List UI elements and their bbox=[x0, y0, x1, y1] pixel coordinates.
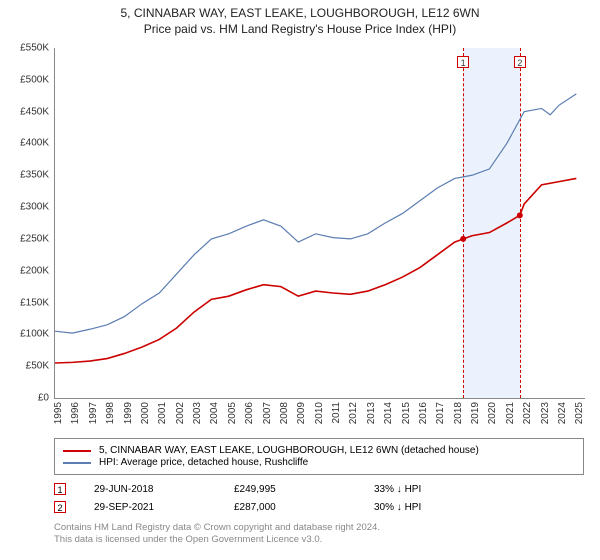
sales-row-marker: 1 bbox=[54, 483, 66, 495]
sale-dot bbox=[460, 236, 466, 242]
sales-table: 1 29-JUN-2018£249,99533% ↓ HPI 2 29-SEP-202… bbox=[54, 480, 584, 516]
x-tick-label: 2025 bbox=[574, 402, 585, 424]
x-tick-label: 2016 bbox=[418, 402, 429, 424]
footer-line-1: Contains HM Land Registry data © Crown c… bbox=[54, 522, 584, 534]
x-tick-label: 2006 bbox=[244, 402, 255, 424]
x-tick-label: 2024 bbox=[557, 402, 568, 424]
x-tick-label: 2009 bbox=[296, 402, 307, 424]
y-tick-label: £250K bbox=[20, 233, 49, 244]
y-tick-label: £450K bbox=[20, 106, 49, 117]
x-tick-label: 2012 bbox=[348, 402, 359, 424]
x-tick-label: 2010 bbox=[314, 402, 325, 424]
sales-row: 2 29-SEP-2021£287,00030% ↓ HPI bbox=[54, 498, 584, 516]
x-tick-label: 2020 bbox=[487, 402, 498, 424]
x-tick-label: 2021 bbox=[505, 402, 516, 424]
legend-label: HPI: Average price, detached house, Rush… bbox=[99, 457, 308, 468]
x-tick-label: 2017 bbox=[435, 402, 446, 424]
sales-date: 29-SEP-2021 bbox=[94, 502, 234, 513]
legend-item: HPI: Average price, detached house, Rush… bbox=[63, 457, 575, 468]
x-tick-label: 1996 bbox=[70, 402, 81, 424]
y-tick-label: £500K bbox=[20, 74, 49, 85]
x-tick-label: 2014 bbox=[383, 402, 394, 424]
footer-text: Contains HM Land Registry data © Crown c… bbox=[54, 522, 584, 547]
x-tick-label: 1998 bbox=[105, 402, 116, 424]
legend-box: 5, CINNABAR WAY, EAST LEAKE, LOUGHBOROUG… bbox=[54, 438, 584, 475]
sales-date: 29-JUN-2018 bbox=[94, 484, 234, 495]
legend-swatch bbox=[63, 450, 91, 452]
y-tick-label: £0 bbox=[38, 393, 49, 404]
x-tick-label: 1999 bbox=[123, 402, 134, 424]
x-tick-label: 2022 bbox=[522, 402, 533, 424]
chart-subtitle: Price paid vs. HM Land Registry's House … bbox=[0, 22, 600, 36]
chart-title: 5, CINNABAR WAY, EAST LEAKE, LOUGHBOROUG… bbox=[0, 6, 600, 20]
sales-delta: 33% ↓ HPI bbox=[374, 484, 514, 495]
x-tick-label: 2005 bbox=[227, 402, 238, 424]
x-tick-label: 1995 bbox=[53, 402, 64, 424]
y-tick-label: £550K bbox=[20, 43, 49, 54]
x-tick-label: 2004 bbox=[209, 402, 220, 424]
x-tick-label: 2013 bbox=[366, 402, 377, 424]
x-tick-label: 2003 bbox=[192, 402, 203, 424]
legend-swatch bbox=[63, 462, 91, 464]
x-tick-label: 2008 bbox=[279, 402, 290, 424]
sales-row: 1 29-JUN-2018£249,99533% ↓ HPI bbox=[54, 480, 584, 498]
y-tick-label: £100K bbox=[20, 329, 49, 340]
x-tick-label: 2002 bbox=[175, 402, 186, 424]
x-tick-label: 2015 bbox=[401, 402, 412, 424]
legend-item: 5, CINNABAR WAY, EAST LEAKE, LOUGHBOROUG… bbox=[63, 445, 575, 456]
sales-row-marker: 2 bbox=[54, 501, 66, 513]
x-tick-label: 2023 bbox=[540, 402, 551, 424]
y-tick-label: £200K bbox=[20, 265, 49, 276]
legend-label: 5, CINNABAR WAY, EAST LEAKE, LOUGHBOROUG… bbox=[99, 445, 479, 456]
y-tick-label: £350K bbox=[20, 170, 49, 181]
series-svg bbox=[55, 48, 585, 398]
x-tick-label: 2001 bbox=[157, 402, 168, 424]
y-tick-label: £300K bbox=[20, 202, 49, 213]
y-tick-label: £150K bbox=[20, 297, 49, 308]
x-tick-label: 2011 bbox=[331, 402, 342, 424]
sales-price: £287,000 bbox=[234, 502, 374, 513]
x-tick-label: 1997 bbox=[88, 402, 99, 424]
x-tick-label: 2007 bbox=[262, 402, 273, 424]
sales-price: £249,995 bbox=[234, 484, 374, 495]
x-tick-label: 2018 bbox=[453, 402, 464, 424]
x-tick-label: 2000 bbox=[140, 402, 151, 424]
plot-area: £0£50K£100K£150K£200K£250K£300K£350K£400… bbox=[54, 48, 585, 399]
x-tick-label: 2019 bbox=[470, 402, 481, 424]
footer-line-2: This data is licensed under the Open Gov… bbox=[54, 534, 584, 546]
sales-delta: 30% ↓ HPI bbox=[374, 502, 514, 513]
series-property bbox=[55, 178, 576, 363]
sale-dot bbox=[517, 212, 523, 218]
series-hpi bbox=[55, 94, 576, 333]
y-tick-label: £400K bbox=[20, 138, 49, 149]
y-tick-label: £50K bbox=[26, 361, 49, 372]
